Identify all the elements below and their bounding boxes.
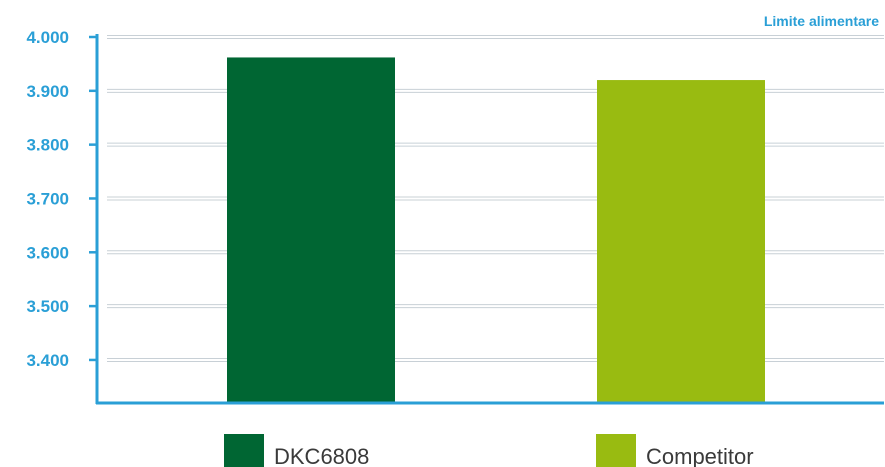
grid-lines xyxy=(107,35,884,362)
legend-label-dkc6808: DKC6808 xyxy=(274,444,369,467)
bar-competitor xyxy=(597,80,765,403)
y-ticks: 4.000 3.900 3.800 3.700 3.600 3.500 3.400 xyxy=(26,28,97,370)
legend: DKC6808 Competitor xyxy=(224,434,754,467)
y-tick-label: 3.800 xyxy=(26,136,69,155)
y-tick-label: 3.400 xyxy=(26,351,69,370)
y-tick-label: 4.000 xyxy=(26,28,69,47)
y-axis-title: Limite alimentare xyxy=(764,13,879,29)
legend-swatch-competitor xyxy=(596,434,636,467)
axes xyxy=(95,34,884,405)
bar-dkc6808 xyxy=(227,57,395,403)
y-tick-label: 3.900 xyxy=(26,82,69,101)
y-tick-label: 3.700 xyxy=(26,189,69,208)
legend-swatch-dkc6808 xyxy=(224,434,264,467)
y-tick-label: 3.600 xyxy=(26,243,69,262)
bars xyxy=(227,57,765,403)
legend-label-competitor: Competitor xyxy=(646,444,754,467)
y-tick-label: 3.500 xyxy=(26,297,69,316)
